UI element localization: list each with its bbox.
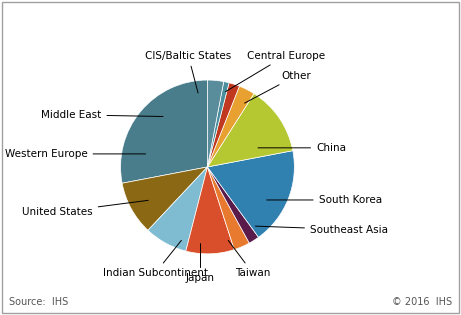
Text: South Korea: South Korea — [267, 195, 382, 205]
Text: United States: United States — [22, 200, 148, 217]
Wedge shape — [207, 86, 254, 167]
Wedge shape — [186, 167, 234, 254]
Wedge shape — [148, 167, 207, 251]
Wedge shape — [207, 83, 239, 167]
Wedge shape — [207, 167, 259, 243]
Text: World consumption of bisphenol A—2015: World consumption of bisphenol A—2015 — [9, 15, 331, 30]
Wedge shape — [207, 94, 293, 167]
Text: Taiwan: Taiwan — [228, 240, 270, 278]
Text: Southeast Asia: Southeast Asia — [255, 225, 388, 234]
Wedge shape — [121, 80, 207, 183]
Text: Western Europe: Western Europe — [5, 149, 146, 159]
Text: Middle East: Middle East — [41, 110, 163, 120]
Text: CIS/Baltic States: CIS/Baltic States — [145, 51, 231, 93]
Text: © 2016  IHS: © 2016 IHS — [392, 297, 452, 307]
Wedge shape — [122, 167, 207, 230]
Text: Other: Other — [245, 71, 311, 103]
Text: Central Europe: Central Europe — [225, 51, 325, 92]
Wedge shape — [207, 167, 249, 249]
Text: Japan: Japan — [186, 243, 215, 283]
Text: China: China — [258, 143, 346, 153]
Wedge shape — [207, 80, 224, 167]
Wedge shape — [207, 82, 229, 167]
Text: Indian Subcontinent: Indian Subcontinent — [103, 240, 208, 278]
Text: Source:  IHS: Source: IHS — [9, 297, 69, 307]
Wedge shape — [207, 151, 294, 237]
